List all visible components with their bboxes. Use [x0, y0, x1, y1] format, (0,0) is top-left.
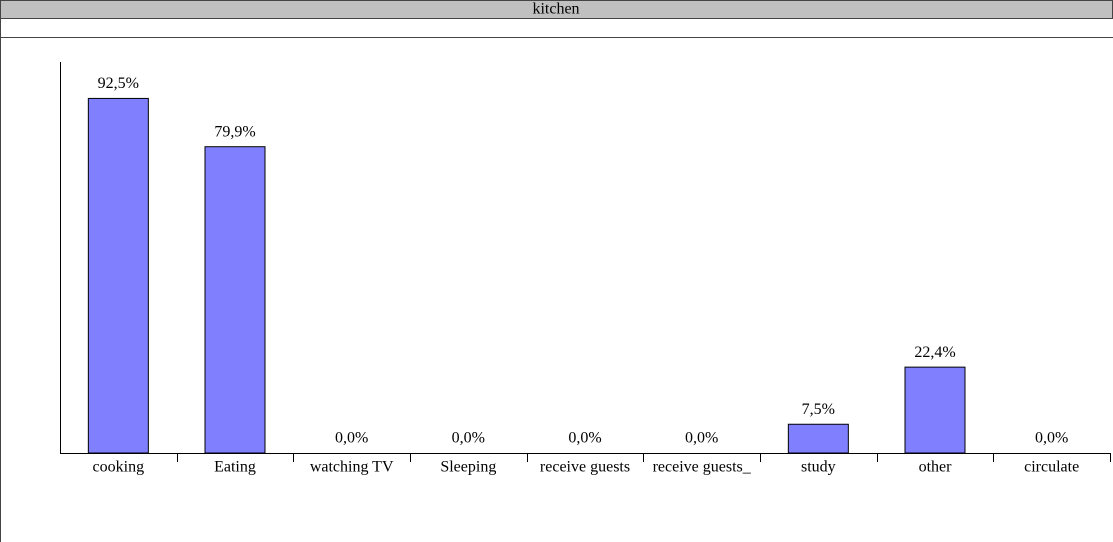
x-tick-label: receive guests_	[653, 459, 752, 476]
value-label: 79,9%	[214, 123, 255, 140]
x-tick-label: Eating	[214, 459, 256, 476]
value-label: 0,0%	[1035, 430, 1068, 447]
value-label: 92,5%	[98, 75, 139, 92]
x-tick-label: other	[919, 459, 953, 476]
value-label: 0,0%	[685, 430, 718, 447]
bar	[787, 423, 849, 454]
bar	[87, 97, 149, 454]
x-tick-label: watching TV	[310, 459, 394, 476]
value-label: 0,0%	[568, 430, 601, 447]
x-tick-label: Sleeping	[440, 459, 496, 476]
value-label: 7,5%	[802, 401, 835, 418]
value-label: 22,4%	[914, 344, 955, 361]
value-label: 0,0%	[335, 430, 368, 447]
chart-title: kitchen	[532, 1, 579, 18]
bar	[204, 146, 266, 454]
bar	[904, 366, 966, 454]
x-tick-label: receive guests	[540, 459, 630, 476]
x-tick-label: circulate	[1024, 459, 1079, 476]
value-label: 0,0%	[452, 430, 485, 447]
x-tick-label: cooking	[93, 459, 145, 476]
x-tick-label: study	[801, 459, 836, 476]
